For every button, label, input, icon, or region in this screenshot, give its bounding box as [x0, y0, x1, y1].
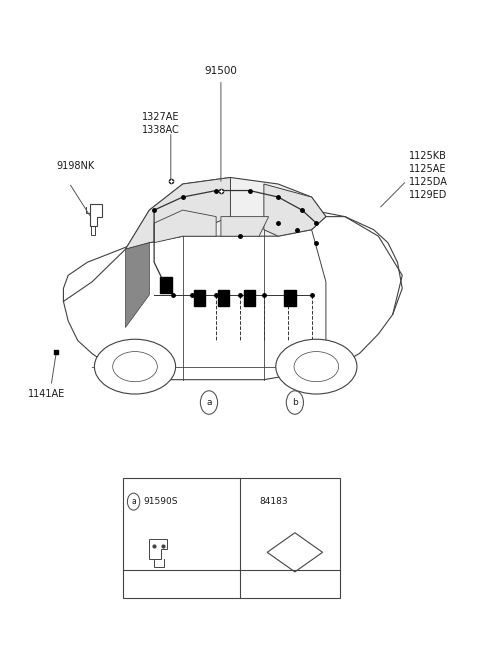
Polygon shape: [264, 184, 326, 236]
Text: 1338AC: 1338AC: [142, 125, 180, 135]
Polygon shape: [125, 178, 326, 250]
Text: 84183: 84183: [259, 497, 288, 506]
Text: 1125DA: 1125DA: [409, 178, 448, 187]
Text: 1141AE: 1141AE: [28, 389, 65, 400]
Polygon shape: [125, 243, 149, 328]
Polygon shape: [221, 217, 269, 236]
Polygon shape: [125, 178, 230, 250]
FancyBboxPatch shape: [123, 477, 340, 598]
Text: 91590S: 91590S: [143, 497, 178, 506]
Text: 1327AE: 1327AE: [142, 112, 180, 122]
FancyBboxPatch shape: [217, 290, 229, 306]
Text: b: b: [292, 398, 298, 407]
FancyBboxPatch shape: [160, 277, 172, 293]
Ellipse shape: [95, 339, 176, 394]
Ellipse shape: [276, 339, 357, 394]
Text: a: a: [206, 398, 212, 407]
Text: 1125AE: 1125AE: [409, 164, 447, 174]
Text: 91500: 91500: [204, 66, 237, 77]
Text: 1125KB: 1125KB: [409, 151, 447, 161]
FancyBboxPatch shape: [284, 290, 296, 306]
Text: a: a: [131, 497, 136, 506]
Text: 1129ED: 1129ED: [409, 191, 448, 200]
FancyBboxPatch shape: [244, 290, 255, 306]
Polygon shape: [154, 210, 216, 243]
Polygon shape: [63, 210, 402, 380]
Text: 9198NK: 9198NK: [56, 161, 95, 171]
FancyBboxPatch shape: [194, 290, 205, 306]
